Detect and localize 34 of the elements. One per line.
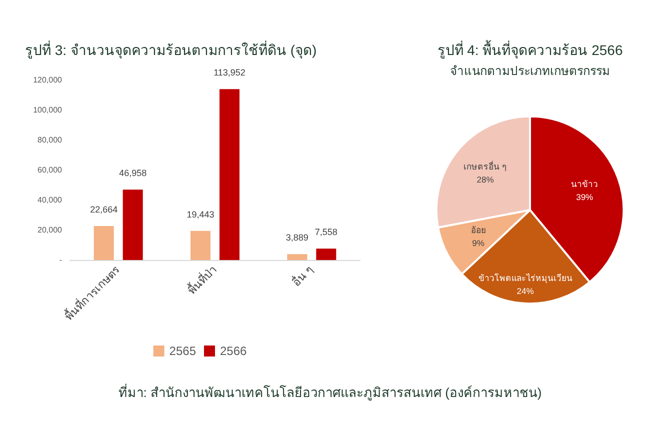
- bar: [122, 190, 143, 260]
- y-tick-label: -: [59, 256, 62, 264]
- data-label: 9%: [472, 238, 485, 248]
- y-tick-label: 80,000: [38, 136, 63, 144]
- data-label: 7,558: [314, 227, 338, 238]
- data-label: 113,952: [214, 68, 246, 78]
- chart-title: รูปที่ 3: จำนวนจุดความร้อนตามการใช้ที่ดิน (จุด): [25, 41, 317, 59]
- data-label: 28%: [476, 174, 494, 185]
- data-label: 19,443: [186, 209, 214, 220]
- y-tick-label: 40,000: [38, 196, 63, 204]
- y-tick-label: 20,000: [38, 226, 63, 234]
- slice-label: นาข้าว: [571, 178, 598, 189]
- slice-label: เกษตรอื่น ๆ: [464, 160, 507, 172]
- data-label: 46,958: [119, 168, 147, 178]
- data-label: 39%: [576, 192, 594, 202]
- legend-label: 2565: [169, 344, 196, 358]
- bar: [287, 254, 308, 260]
- text: ที่มา: สำนักงานพัฒนาเทคโนโลยีอวกาศและภูมิสารสนเทศ (องค์การมหาชน): [117, 382, 543, 402]
- slice-label: ข้าวโพดและไร่หมุนเวียน: [478, 273, 572, 284]
- bar: [316, 248, 336, 260]
- slice-label: อ้อย: [470, 224, 486, 235]
- y-tick-label: 120,000: [33, 76, 63, 84]
- y-tick-label: 60,000: [38, 166, 63, 174]
- x-tick-label: อื่น ๆ: [288, 262, 316, 290]
- bar: [94, 226, 114, 260]
- data-label: 22,664: [90, 204, 118, 215]
- y-tick-label: 100,000: [33, 106, 63, 114]
- chart-subtitle: จำแนกตามประเภทเกษตรกรรม: [450, 64, 610, 78]
- bar: [220, 89, 240, 260]
- data-label: 3,889: [286, 232, 308, 243]
- legend-label: 2566: [220, 344, 248, 358]
- chart-title: รูปที่ 4: พื้นที่จุดความร้อน 2566: [437, 40, 623, 59]
- data-label: 24%: [516, 286, 534, 296]
- bar: [190, 230, 210, 260]
